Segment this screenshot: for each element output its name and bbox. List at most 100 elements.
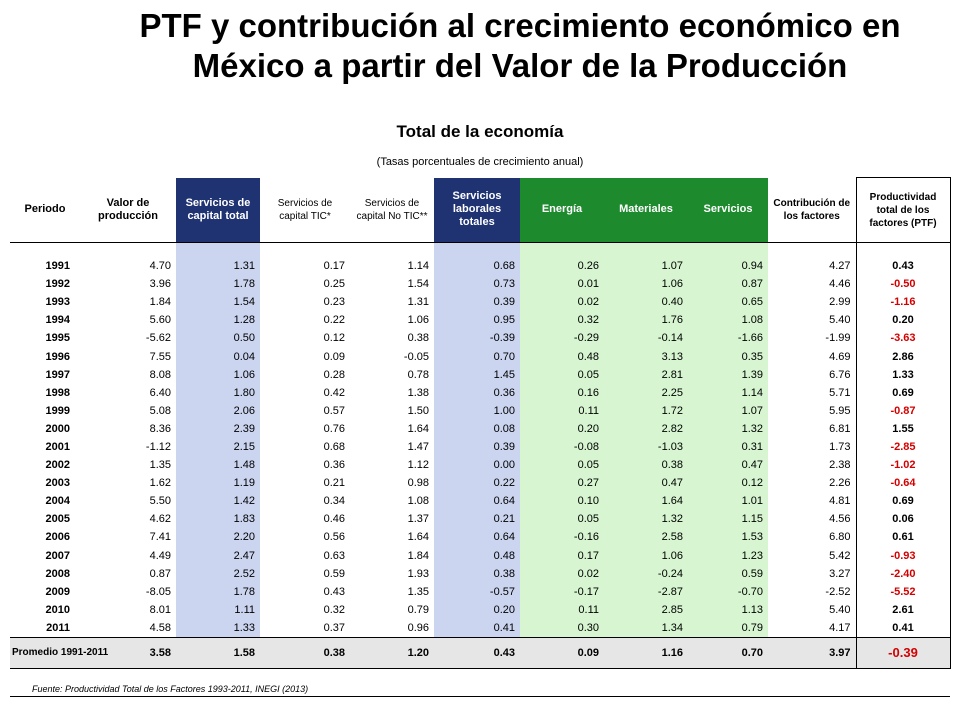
header-servicios: Servicios xyxy=(688,177,768,243)
cell-servicios-capital-no-tic: 1.47 xyxy=(407,440,429,453)
cell-servicios-capital-total: 1.54 xyxy=(176,293,260,312)
cell-servicios: 1.39 xyxy=(688,365,768,384)
cell-servicios-capital-no-tic: 1.38 xyxy=(407,386,429,399)
cell-servicios-capital-tic: 0.43 xyxy=(323,585,345,598)
cell-valor-produccion: 5.50 xyxy=(149,495,171,508)
cell-periodo: 1999 xyxy=(45,404,70,417)
cell-valor-produccion: 1.62 xyxy=(149,477,171,490)
cell-servicios-laborales: 1.45 xyxy=(434,365,520,384)
cell-servicios: 0.31 xyxy=(688,437,768,457)
cell-energia: 0.01 xyxy=(520,275,604,294)
cell-valor-produccion: 8.08 xyxy=(149,368,171,381)
cell-servicios-capital-total: 2.47 xyxy=(176,546,260,565)
cell-servicios-laborales: 0.43 xyxy=(434,636,520,669)
cell-valor-produccion: 5.60 xyxy=(149,314,171,327)
cell-servicios-laborales: 0.39 xyxy=(434,437,520,457)
cell-valor-produccion: 6.40 xyxy=(149,386,171,399)
cell-servicios-laborales: 0.22 xyxy=(434,474,520,493)
table-row: 2000 8.36 2.39 0.76 1.64 0.08 0.20 2.82 1.32 6.81… xyxy=(10,419,951,438)
cell-servicios: 1.15 xyxy=(688,510,768,529)
cell-ptf: -1.02 xyxy=(855,456,951,475)
cell-energia: 0.16 xyxy=(520,383,604,402)
cell-contribucion-factores: 6.76 xyxy=(829,368,851,381)
cell-ptf: -0.39 xyxy=(855,636,951,669)
cell-materiales: -2.87 xyxy=(604,582,688,601)
header-energia: Energía xyxy=(520,177,604,243)
cell-servicios: 1.23 xyxy=(688,546,768,565)
cell-valor-produccion: 4.62 xyxy=(149,513,171,526)
cell-servicios-capital-tic: 0.23 xyxy=(323,296,345,309)
header-materiales: Materiales xyxy=(604,177,688,243)
cell-servicios-laborales: 0.08 xyxy=(434,419,520,438)
cell-servicios-capital-no-tic: 1.20 xyxy=(350,636,434,669)
cell-servicios-laborales: 0.68 xyxy=(434,257,520,276)
cell-servicios: 1.07 xyxy=(688,401,768,420)
cell-contribucion-factores: 3.97 xyxy=(768,636,856,669)
spacer-cell xyxy=(768,243,856,258)
cell-ptf: 0.69 xyxy=(855,383,951,402)
cell-servicios: 0.59 xyxy=(688,564,768,583)
cell-valor-produccion: -1.12 xyxy=(145,440,171,453)
table-row: 2002 1.35 1.48 0.36 1.12 0.00 0.05 0.38 0.47 2.38… xyxy=(10,456,951,475)
cell-contribucion-factores: 5.40 xyxy=(829,603,851,616)
cell-servicios-capital-total: 1.11 xyxy=(176,600,260,619)
cell-energia: 0.48 xyxy=(520,347,604,366)
cell-periodo: 2010 xyxy=(45,603,70,616)
cell-contribucion-factores: 4.17 xyxy=(829,621,851,634)
cell-servicios-capital-tic: 0.34 xyxy=(323,495,345,508)
cell-materiales: 0.38 xyxy=(604,456,688,475)
cell-ptf: 2.86 xyxy=(855,347,951,366)
cell-valor-produccion: 4.49 xyxy=(149,549,171,562)
header-servicios-capital-no-tic: Servicios de capital No TIC** xyxy=(350,177,434,243)
cell-ptf: -0.93 xyxy=(855,546,951,565)
cell-materiales: -0.24 xyxy=(604,564,688,583)
cell-ptf: 0.69 xyxy=(855,492,951,511)
cell-contribucion-factores: 2.38 xyxy=(829,459,851,472)
cell-servicios-capital-total: 2.39 xyxy=(176,419,260,438)
cell-materiales: 3.13 xyxy=(604,347,688,366)
bottom-rule xyxy=(10,696,950,697)
cell-energia: 0.11 xyxy=(520,600,604,619)
cell-servicios-laborales: 0.39 xyxy=(434,293,520,312)
cell-periodo: 2004 xyxy=(45,495,70,508)
cell-servicios-laborales: 0.64 xyxy=(434,528,520,547)
cell-energia: 0.27 xyxy=(520,474,604,493)
cell-energia: 0.05 xyxy=(520,510,604,529)
cell-ptf: -1.16 xyxy=(855,293,951,312)
header-servicios-capital-total: Servicios de capital total xyxy=(176,177,260,243)
cell-energia: 0.11 xyxy=(520,401,604,420)
cell-ptf: 1.55 xyxy=(855,419,951,438)
spacer-cell xyxy=(604,242,688,257)
cell-ptf: 0.06 xyxy=(855,510,951,529)
cell-servicios: 0.70 xyxy=(688,636,768,669)
cell-ptf: 0.61 xyxy=(855,528,951,547)
spacer-cell xyxy=(176,242,260,257)
cell-materiales: 2.25 xyxy=(604,383,688,402)
cell-valor-produccion: 5.08 xyxy=(149,404,171,417)
spacer-cell xyxy=(434,242,520,257)
cell-contribucion-factores: 2.99 xyxy=(829,296,851,309)
cell-servicios-capital-no-tic: 1.64 xyxy=(407,531,429,544)
cell-valor-produccion: -8.05 xyxy=(145,585,171,598)
cell-contribucion-factores: 4.81 xyxy=(829,495,851,508)
cell-periodo: 1991 xyxy=(45,260,70,273)
cell-servicios-capital-no-tic: 1.08 xyxy=(407,495,429,508)
cell-materiales: 1.16 xyxy=(604,636,688,669)
cell-materiales: 1.64 xyxy=(604,492,688,511)
cell-servicios-capital-no-tic: 0.78 xyxy=(407,368,429,381)
cell-servicios-laborales: 0.21 xyxy=(434,510,520,529)
cell-servicios: 1.08 xyxy=(688,311,768,330)
table-row: 1993 1.84 1.54 0.23 1.31 0.39 0.02 0.40 0.65 2.99… xyxy=(10,293,951,312)
cell-energia: 0.02 xyxy=(520,564,604,583)
cell-servicios-capital-no-tic: 1.50 xyxy=(407,404,429,417)
cell-energia: 0.17 xyxy=(520,546,604,565)
cell-servicios-capital-total: 1.19 xyxy=(176,474,260,493)
cell-servicios: 0.65 xyxy=(688,293,768,312)
cell-servicios-capital-tic: 0.42 xyxy=(323,386,345,399)
cell-materiales: -0.14 xyxy=(604,329,688,348)
cell-periodo: 1997 xyxy=(45,368,70,381)
source-note: Fuente: Productividad Total de los Facto… xyxy=(32,684,309,694)
cell-servicios: -1.66 xyxy=(688,329,768,348)
cell-contribucion-factores: 5.42 xyxy=(829,549,851,562)
cell-periodo: 1996 xyxy=(45,350,70,363)
